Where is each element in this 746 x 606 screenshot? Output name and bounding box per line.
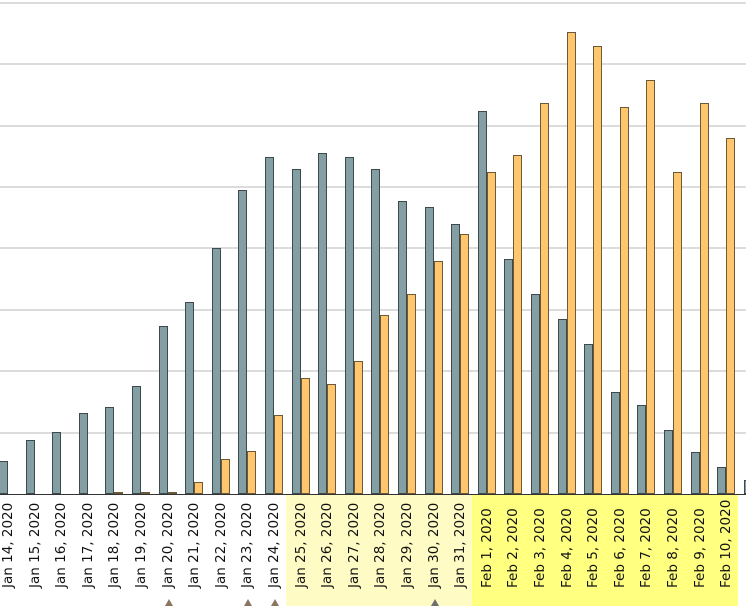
x-tick-label: Jan 15, 2020 [26, 502, 43, 588]
x-tick-label: Jan 26, 2020 [319, 502, 336, 588]
grey-bar [52, 431, 62, 494]
x-tick-label: Jan 30, 2020 [425, 502, 442, 588]
orange-bar [353, 360, 363, 494]
grey-bar [717, 466, 727, 494]
orange-bar [407, 293, 416, 494]
grey-bar [78, 412, 88, 494]
orange-bar [540, 102, 549, 494]
grey-bar [25, 439, 35, 494]
grey-bar [371, 169, 381, 494]
orange-bar [593, 45, 603, 494]
orange-bar [673, 172, 682, 494]
grey-bar [664, 430, 673, 494]
x-tick-label: Jan 21, 2020 [186, 502, 203, 588]
grey-bar [238, 190, 248, 494]
orange-bar [726, 137, 736, 494]
orange-bar [513, 155, 523, 494]
grey-bar [424, 207, 434, 494]
orange-bar [619, 107, 629, 494]
orange-bar [486, 172, 496, 494]
grey-bar [557, 319, 567, 494]
x-tick-label: Feb 2, 2020 [505, 508, 522, 588]
x-tick-label: Jan 25, 2020 [292, 502, 309, 588]
x-tick-label: Feb 10, 2020 [718, 499, 735, 588]
grey-bar [318, 153, 328, 494]
orange-bar [300, 377, 310, 494]
x-tick-label: Feb 8, 2020 [665, 508, 681, 588]
triangle-marker-icon [430, 599, 439, 606]
orange-bar [327, 384, 337, 494]
x-tick-label: Jan 14, 2020 [0, 502, 16, 588]
grey-bar [265, 156, 274, 494]
grey-bar [132, 385, 141, 494]
x-tick-label: Jan 23, 2020 [239, 502, 256, 588]
orange-bar [646, 80, 656, 494]
orange-bar [433, 261, 443, 494]
grey-bar [584, 344, 594, 494]
grey-bar [185, 301, 195, 494]
x-tick-label: Jan 16, 2020 [53, 502, 70, 588]
grey-bar [158, 325, 168, 494]
x-tick-label: Jan 31, 2020 [452, 502, 469, 588]
orange-bar [460, 234, 470, 494]
grey-bar [0, 460, 8, 494]
x-tick-label: Jan 28, 2020 [372, 502, 389, 588]
x-tick-label: Jan 24, 2020 [266, 502, 282, 588]
x-tick-label: Feb 5, 2020 [585, 508, 602, 588]
shaded-region-1 [285, 495, 472, 606]
gridline [0, 63, 746, 66]
x-tick-label: Feb 7, 2020 [638, 508, 655, 588]
orange-bar [167, 492, 177, 494]
grey-bar [690, 452, 700, 494]
grey-bar [105, 406, 115, 494]
grey-bar [211, 247, 221, 494]
orange-bar [194, 481, 204, 494]
triangle-marker-icon [164, 599, 173, 606]
grey-bar [531, 293, 540, 494]
orange-bar [247, 451, 257, 494]
grey-bar [451, 223, 461, 494]
orange-bar [220, 459, 230, 494]
x-tick-label: Jan 22, 2020 [212, 502, 229, 588]
grey-bar [477, 110, 487, 494]
x-tick-label: Jan 27, 2020 [345, 502, 362, 588]
x-tick-label: Jan 18, 2020 [106, 502, 123, 588]
gridline [0, 124, 746, 127]
shaded-region-2 [471, 495, 738, 606]
orange-bar [141, 492, 150, 494]
grey-bar [398, 201, 407, 494]
gridline [0, 1, 746, 4]
orange-bar [380, 314, 390, 494]
grey-bar [610, 392, 620, 494]
x-tick-label: Feb 6, 2020 [611, 508, 628, 588]
x-tick-label: Feb 1, 2020 [478, 508, 495, 588]
grey-bar [344, 156, 354, 494]
x-tick-label: Jan 29, 2020 [399, 502, 415, 588]
x-tick-label: Feb 3, 2020 [532, 508, 548, 588]
orange-bar [114, 492, 124, 494]
grey-bar-partial [744, 480, 746, 494]
orange-bar [566, 32, 576, 494]
x-tick-label: Feb 4, 2020 [558, 508, 575, 588]
x-tick-label: Jan 17, 2020 [79, 502, 96, 588]
grey-bar [504, 258, 514, 494]
orange-bar [274, 414, 283, 494]
grey-bar [637, 404, 647, 494]
x-tick-label: Jan 19, 2020 [133, 502, 149, 588]
triangle-marker-icon [271, 599, 279, 606]
grey-bar [291, 169, 301, 494]
orange-bar [699, 102, 709, 494]
x-tick-label: Feb 9, 2020 [691, 508, 708, 588]
x-axis [0, 494, 746, 495]
x-tick-label: Jan 20, 2020 [159, 502, 176, 588]
triangle-marker-icon [244, 599, 253, 606]
